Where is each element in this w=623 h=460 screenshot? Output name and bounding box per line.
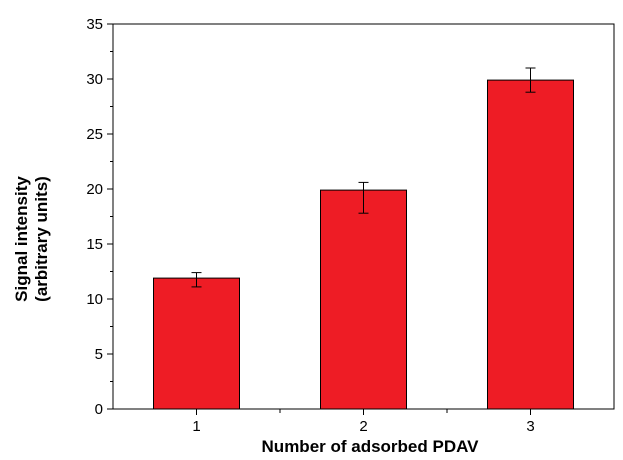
y-tick-label-10: 10: [86, 291, 103, 308]
bar-3: [487, 79, 574, 410]
y-axis-title-line-2: (arbitrary units): [32, 176, 51, 302]
y-axis-ticks: 0 5 10 15 20 25 30 35: [86, 16, 113, 418]
y-tick-label-30: 30: [86, 71, 103, 88]
y-tick-label-25: 25: [86, 126, 103, 143]
x-tick-label-3: 3: [526, 418, 534, 435]
y-tick-label-15: 15: [86, 236, 103, 253]
x-tick-label-1: 1: [192, 418, 200, 435]
error-bars-group: [191, 67, 536, 288]
x-axis-title: Number of adsorbed PDAV: [262, 437, 480, 456]
y-tick-label-20: 20: [86, 181, 103, 198]
x-tick-label-2: 2: [359, 418, 367, 435]
y-tick-label-35: 35: [86, 16, 103, 33]
y-tick-label-5: 5: [95, 346, 103, 363]
y-tick-label-0: 0: [95, 401, 103, 418]
bar-2: [320, 189, 407, 410]
x-axis-ticks: 1 2 3: [192, 409, 535, 435]
y-axis-title-line-1: Signal intensity: [12, 176, 31, 302]
bars-group: [153, 79, 574, 410]
bar-1: [153, 277, 240, 410]
